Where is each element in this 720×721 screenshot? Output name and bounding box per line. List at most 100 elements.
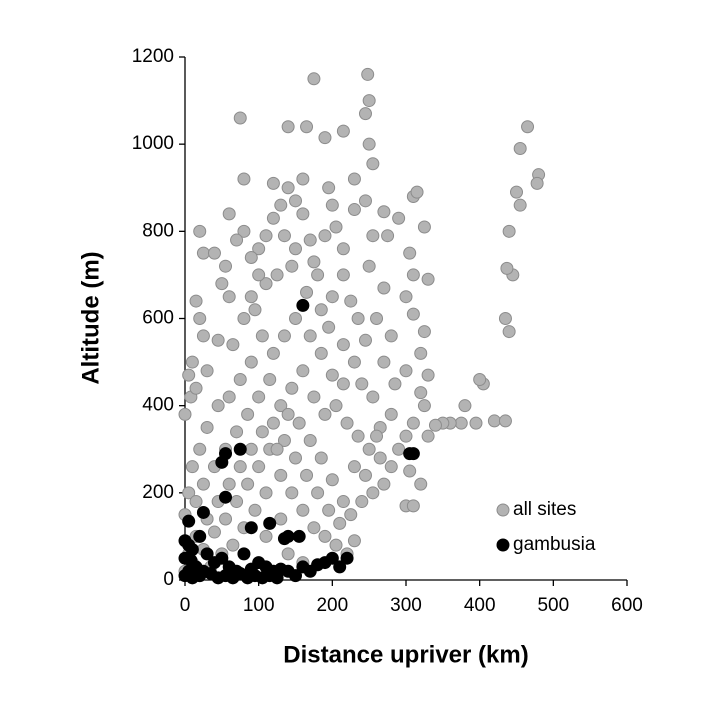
point bbox=[347, 534, 361, 548]
point bbox=[307, 521, 321, 535]
point bbox=[266, 346, 280, 360]
point bbox=[185, 355, 199, 369]
point bbox=[362, 259, 376, 273]
point bbox=[296, 207, 310, 221]
x-tick-label: 200 bbox=[316, 595, 348, 616]
point bbox=[233, 111, 247, 125]
point bbox=[329, 538, 343, 552]
point bbox=[244, 355, 258, 369]
point bbox=[296, 503, 310, 517]
point bbox=[207, 246, 221, 260]
point bbox=[347, 203, 361, 217]
point bbox=[325, 473, 339, 487]
point bbox=[498, 414, 512, 428]
point bbox=[355, 495, 369, 509]
y-tick-label: 400 bbox=[142, 395, 174, 416]
point bbox=[244, 442, 258, 456]
point bbox=[473, 373, 487, 387]
point bbox=[274, 512, 288, 526]
point bbox=[366, 229, 380, 243]
point bbox=[193, 442, 207, 456]
point bbox=[252, 242, 266, 256]
point bbox=[285, 381, 299, 395]
point bbox=[211, 333, 225, 347]
point bbox=[244, 521, 258, 535]
point bbox=[226, 338, 240, 352]
point bbox=[222, 207, 236, 221]
point bbox=[510, 185, 523, 199]
point bbox=[277, 229, 291, 243]
x-tick-label: 100 bbox=[243, 595, 275, 616]
point bbox=[296, 298, 310, 312]
point bbox=[384, 407, 398, 421]
point bbox=[406, 307, 420, 321]
point bbox=[417, 325, 431, 339]
point bbox=[259, 277, 273, 291]
point bbox=[281, 547, 295, 561]
point bbox=[358, 107, 372, 121]
point bbox=[366, 157, 380, 171]
point bbox=[244, 290, 258, 304]
y-tick-label: 1000 bbox=[132, 133, 174, 154]
point bbox=[318, 529, 332, 543]
point bbox=[259, 486, 273, 500]
point bbox=[311, 268, 325, 282]
point bbox=[189, 294, 203, 308]
point bbox=[189, 381, 203, 395]
point bbox=[193, 529, 207, 543]
point bbox=[182, 514, 196, 528]
point bbox=[403, 447, 417, 461]
point bbox=[336, 268, 350, 282]
point bbox=[200, 420, 214, 434]
point bbox=[266, 416, 280, 430]
point bbox=[259, 229, 273, 243]
point bbox=[336, 124, 350, 138]
point bbox=[392, 211, 406, 225]
point bbox=[325, 551, 339, 565]
point bbox=[230, 495, 244, 509]
point bbox=[325, 368, 339, 382]
point bbox=[370, 312, 384, 325]
point bbox=[498, 312, 512, 325]
point bbox=[403, 464, 417, 478]
y-tick-label: 800 bbox=[142, 220, 174, 241]
point bbox=[362, 94, 376, 108]
point bbox=[406, 268, 420, 282]
point bbox=[384, 329, 398, 343]
point bbox=[333, 560, 347, 574]
point bbox=[252, 460, 266, 474]
point bbox=[285, 486, 299, 500]
point bbox=[421, 368, 435, 382]
point bbox=[307, 390, 321, 404]
point bbox=[215, 551, 229, 565]
y-tick-label: 1200 bbox=[132, 46, 174, 67]
point bbox=[230, 425, 244, 439]
point bbox=[377, 281, 391, 295]
legend-label: gambusia bbox=[513, 534, 596, 555]
point bbox=[196, 477, 210, 491]
point bbox=[347, 172, 361, 186]
point bbox=[340, 416, 354, 430]
point bbox=[410, 185, 424, 199]
point bbox=[325, 198, 339, 212]
point bbox=[182, 368, 196, 382]
point bbox=[241, 407, 255, 421]
point bbox=[366, 390, 380, 404]
point bbox=[230, 233, 244, 247]
point bbox=[399, 429, 413, 443]
point bbox=[207, 525, 221, 539]
legend-label: all sites bbox=[513, 499, 576, 520]
x-tick-label: 0 bbox=[180, 595, 191, 616]
point bbox=[200, 547, 214, 561]
point bbox=[340, 551, 354, 565]
point bbox=[344, 508, 358, 522]
point bbox=[384, 460, 398, 474]
point bbox=[289, 451, 302, 465]
point bbox=[421, 272, 435, 286]
point bbox=[263, 516, 277, 530]
point bbox=[233, 460, 247, 474]
point bbox=[358, 194, 372, 208]
x-axis-title: Distance upriver (km) bbox=[283, 641, 528, 668]
point bbox=[211, 399, 225, 413]
point bbox=[296, 364, 310, 378]
